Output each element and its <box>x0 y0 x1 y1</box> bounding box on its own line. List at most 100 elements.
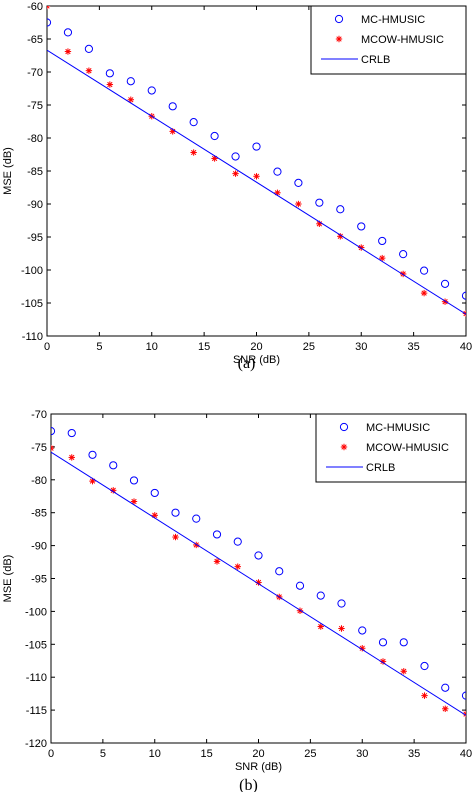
data-point-mc-hmusic <box>295 581 305 590</box>
data-layer <box>47 6 466 317</box>
y-tick-label: -105 <box>21 298 43 310</box>
y-tick-label: -85 <box>31 508 47 520</box>
data-point-mc-hmusic <box>88 450 97 459</box>
data-point-mc-hmusic <box>147 86 156 95</box>
series-line-crlb <box>47 49 466 315</box>
data-point-mc-hmusic <box>67 428 76 438</box>
data-point-mc-hmusic <box>189 118 198 127</box>
y-tick-label: -100 <box>21 265 43 277</box>
data-point-mc-hmusic <box>294 178 303 187</box>
data-point-mc-hmusic <box>316 591 325 600</box>
data-point-mcow-hmusic <box>421 692 428 699</box>
x-tick-label: 35 <box>408 341 420 353</box>
legend-label-mc-hmusic: MC-HMUSIC <box>366 422 430 434</box>
data-point-mc-hmusic <box>150 488 159 498</box>
y-tick-label: -60 <box>27 1 43 13</box>
x-tick-label: 10 <box>146 341 158 353</box>
x-tick-label: 25 <box>303 341 315 353</box>
x-tick-label: 15 <box>198 341 210 353</box>
x-tick-label: 25 <box>304 748 316 760</box>
data-point-mcow-hmusic <box>127 96 134 103</box>
data-point-mc-hmusic <box>192 514 201 523</box>
x-tick-label: 30 <box>356 748 368 760</box>
y-tick-label: -75 <box>31 442 47 454</box>
data-point-mc-hmusic <box>378 638 388 647</box>
y-axis-title: MSE (dB) <box>2 555 14 603</box>
y-tick-label: -70 <box>31 409 47 421</box>
legend-label-mcow-hmusic: MCOW-HMUSIC <box>361 34 444 46</box>
data-point-mc-hmusic <box>212 530 222 539</box>
data-point-mcow-hmusic <box>400 668 407 675</box>
data-point-mc-hmusic <box>440 279 450 288</box>
legend-label-crlb: CRLB <box>361 54 390 66</box>
data-point-mc-hmusic <box>171 508 180 517</box>
y-tick-label: -120 <box>25 738 47 750</box>
legend-swatch-mc-hmusic <box>339 422 349 432</box>
x-tick-label: 40 <box>460 341 472 353</box>
data-point-mcow-hmusic <box>338 625 345 632</box>
data-point-mcow-hmusic <box>379 254 386 262</box>
data-point-mc-hmusic <box>129 476 139 485</box>
x-tick-label: 35 <box>408 748 420 760</box>
data-point-mc-hmusic <box>63 28 73 37</box>
data-point-mcow-hmusic <box>213 558 221 565</box>
data-layer <box>51 427 466 718</box>
data-point-mcow-hmusic <box>190 149 197 156</box>
legend: MC-HMUSIC MCOW-HMUSIC CRLB <box>310 5 467 75</box>
x-tick-label: 20 <box>250 341 262 353</box>
data-point-mc-hmusic <box>273 167 282 176</box>
data-point-mcow-hmusic <box>232 170 239 177</box>
x-tick-label: 15 <box>201 748 213 760</box>
legend: MC-HMUSIC MCOW-HMUSIC CRLB <box>315 413 467 483</box>
data-point-mc-hmusic <box>461 291 466 300</box>
data-point-mc-hmusic <box>231 152 240 161</box>
data-point-mc-hmusic <box>336 205 345 214</box>
data-point-mc-hmusic <box>254 551 263 560</box>
y-tick-label: -110 <box>26 672 47 684</box>
x-tick-label: 0 <box>48 748 54 760</box>
x-tick-label: 20 <box>252 748 264 760</box>
data-point-mc-hmusic <box>275 567 284 576</box>
data-point-mc-hmusic <box>399 250 408 259</box>
legend-label-mc-hmusic: MC-HMUSIC <box>361 14 425 26</box>
x-axis-title: SNR (dB) <box>233 354 280 366</box>
data-point-mc-hmusic <box>252 142 261 151</box>
chart-caption: (a) <box>238 355 256 372</box>
data-point-mcow-hmusic <box>296 607 304 614</box>
y-tick-label: -95 <box>27 232 43 244</box>
data-point-mc-hmusic <box>51 427 56 436</box>
data-point-mcow-hmusic <box>68 454 75 461</box>
x-tick-label: 40 <box>460 748 472 760</box>
data-point-mc-hmusic <box>441 683 450 692</box>
y-axis-title: MSE (dB) <box>2 147 14 195</box>
x-tick-label: 10 <box>149 748 161 760</box>
data-point-mc-hmusic <box>105 69 114 78</box>
legend-swatch-mcow-hmusic <box>340 443 348 451</box>
data-point-mcow-hmusic <box>64 48 72 55</box>
y-tick-label: -80 <box>31 475 47 487</box>
data-point-mc-hmusic <box>210 131 219 141</box>
chart-b: 0 5 10 15 20 25 30 35 40 -70 -75 -80 -85 -90 -95 -100 -1… <box>2 409 472 792</box>
data-point-mcow-hmusic <box>47 6 51 10</box>
data-point-mcow-hmusic <box>253 173 260 180</box>
data-point-mc-hmusic <box>233 537 242 546</box>
y-tick-label: -90 <box>27 199 43 211</box>
x-tick-label: 0 <box>44 341 50 353</box>
data-point-mcow-hmusic <box>317 623 324 630</box>
y-tick-label: -65 <box>27 34 43 46</box>
data-point-mcow-hmusic <box>85 67 93 74</box>
x-tick-label: 30 <box>355 341 367 353</box>
y-tick-label: -70 <box>27 67 43 79</box>
data-point-mc-hmusic <box>84 44 94 54</box>
y-tick-label: -115 <box>26 705 47 717</box>
data-point-mc-hmusic <box>399 638 408 647</box>
data-point-mcow-hmusic <box>172 533 179 541</box>
legend-swatch-mc-hmusic <box>334 14 344 24</box>
data-point-mc-hmusic <box>358 626 367 635</box>
data-point-mcow-hmusic <box>442 705 449 712</box>
data-point-mc-hmusic <box>420 661 429 671</box>
legend-label-mcow-hmusic: MCOW-HMUSIC <box>366 442 449 454</box>
y-tick-label: -90 <box>31 541 47 553</box>
data-point-mc-hmusic <box>461 691 466 700</box>
